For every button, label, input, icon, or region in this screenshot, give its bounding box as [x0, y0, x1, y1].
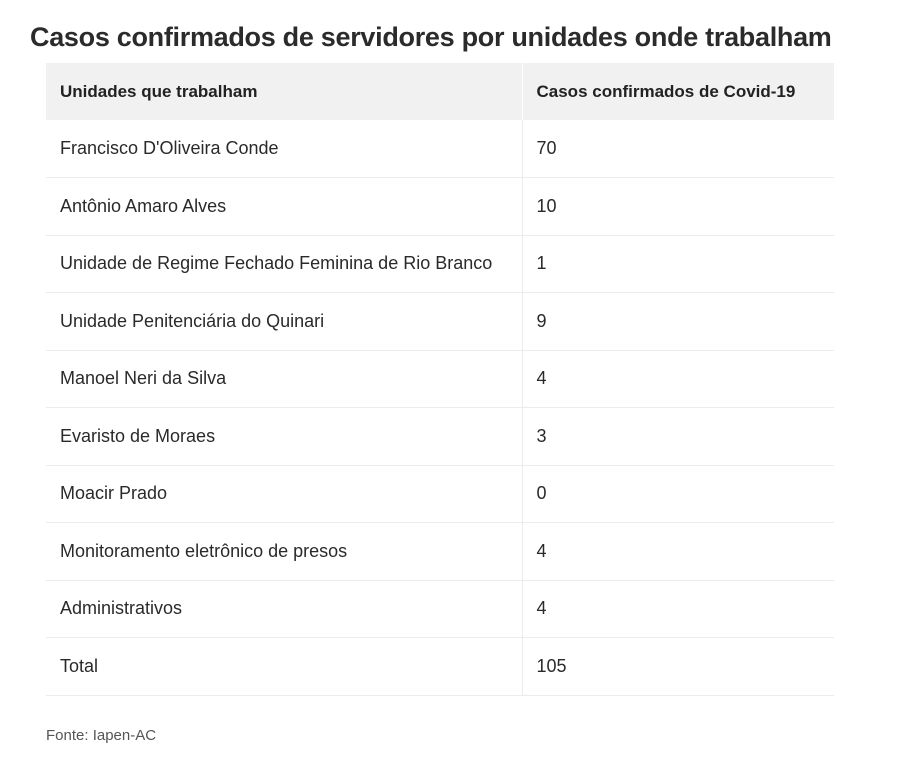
table-row: Francisco D'Oliveira Conde 70	[46, 120, 834, 178]
cases-cell: 4	[521, 350, 834, 408]
unit-cell: Unidade Penitenciária do Quinari	[46, 292, 522, 351]
table-row: Evaristo de Moraes 3	[46, 407, 834, 466]
unit-cell: Monitoramento eletrônico de presos	[46, 522, 522, 581]
table-row: Manoel Neri da Silva 4	[46, 350, 834, 408]
total-cases-cell: 105	[521, 637, 834, 696]
table-row: Antônio Amaro Alves 10	[46, 177, 834, 236]
unit-cell: Manoel Neri da Silva	[46, 350, 522, 408]
unit-cell: Unidade de Regime Fechado Feminina de Ri…	[46, 235, 522, 293]
table-row: Administrativos 4	[46, 580, 834, 638]
table-row-total: Total 105	[46, 637, 834, 696]
cases-cell: 70	[521, 120, 834, 178]
source-note: Fonte: Iapen-AC	[46, 727, 157, 744]
table-header-row: Unidades que trabalham Casos confirmados…	[46, 63, 834, 120]
unit-cell: Evaristo de Moraes	[46, 407, 522, 466]
table-row: Unidade de Regime Fechado Feminina de Ri…	[46, 235, 834, 293]
table-row: Moacir Prado 0	[46, 465, 834, 523]
cases-cell: 3	[521, 407, 834, 466]
column-header-cases: Casos confirmados de Covid-19	[521, 63, 834, 120]
column-header-unit: Unidades que trabalham	[46, 63, 522, 120]
unit-cell: Moacir Prado	[46, 465, 522, 523]
unit-cell: Antônio Amaro Alves	[46, 177, 522, 236]
cases-cell: 10	[521, 177, 834, 236]
page-title: Casos confirmados de servidores por unid…	[30, 22, 832, 52]
table-row: Monitoramento eletrônico de presos 4	[46, 522, 834, 581]
cases-table: Unidades que trabalham Casos confirmados…	[46, 63, 834, 696]
cases-cell: 9	[521, 292, 834, 351]
unit-cell: Administrativos	[46, 580, 522, 638]
cases-cell: 1	[521, 235, 834, 293]
unit-cell: Francisco D'Oliveira Conde	[46, 120, 522, 178]
cases-cell: 4	[521, 522, 834, 581]
table-row: Unidade Penitenciária do Quinari 9	[46, 292, 834, 351]
total-label-cell: Total	[46, 637, 522, 696]
cases-cell: 4	[521, 580, 834, 638]
cases-cell: 0	[521, 465, 834, 523]
